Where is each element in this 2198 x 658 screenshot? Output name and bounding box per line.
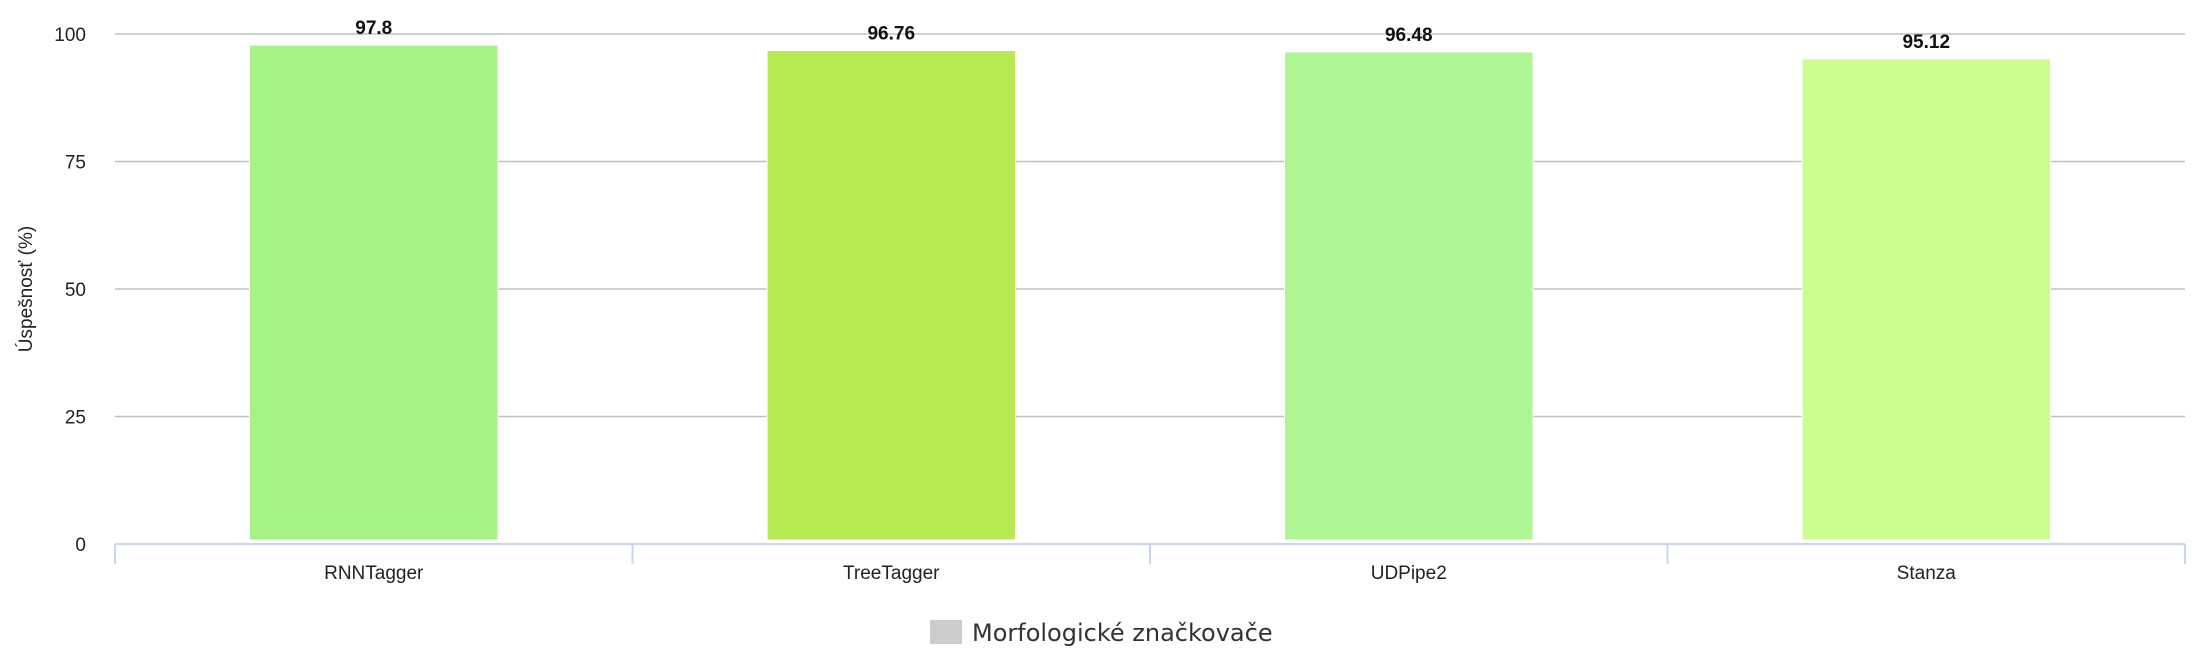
y-axis-title: Úspešnosť (%)	[15, 226, 37, 352]
bars	[249, 44, 2051, 541]
y-tick-label: 25	[65, 408, 86, 429]
bar-stanza	[1801, 58, 2051, 541]
x-category-label: RNNTagger	[324, 563, 424, 584]
data-label: 95.12	[1902, 32, 1950, 53]
x-category-label: UDPipe2	[1371, 563, 1447, 584]
data-label: 96.76	[867, 24, 915, 45]
y-tick-label: 0	[75, 535, 86, 556]
x-category-label: TreeTagger	[843, 563, 940, 584]
bar-treetagger	[766, 50, 1016, 541]
y-tick-label: 50	[65, 280, 86, 301]
y-tick-label: 75	[65, 153, 86, 174]
legend-swatch	[930, 620, 962, 644]
legend[interactable]: Morfologické značkovače	[930, 619, 1273, 647]
data-label: 96.48	[1385, 25, 1433, 46]
data-labels: 97.8 96.76 96.48 95.12	[355, 18, 1950, 53]
data-label: 97.8	[355, 18, 392, 39]
x-axis	[114, 543, 2186, 564]
y-axis-ticks: 0 25 50 75 100	[54, 25, 86, 556]
y-tick-label: 100	[54, 25, 86, 46]
x-category-label: Stanza	[1897, 563, 1957, 584]
x-axis-categories: RNNTagger TreeTagger UDPipe2 Stanza	[324, 563, 1956, 584]
bar-udpipe2	[1284, 51, 1534, 541]
legend-label: Morfologické značkovače	[972, 619, 1273, 647]
bar-rnntagger	[249, 44, 499, 541]
